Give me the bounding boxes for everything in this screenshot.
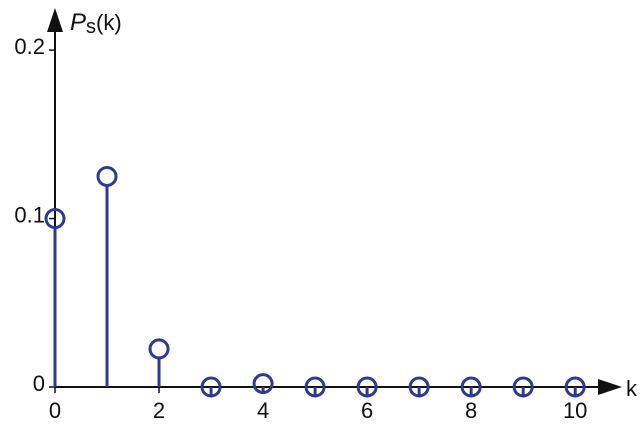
y-tick-label: 0: [33, 371, 45, 396]
y-axis-label: Ps(k): [70, 9, 122, 38]
stem-marker: [96, 165, 118, 187]
x-axis-label: k: [626, 376, 638, 401]
stem-marker: [304, 376, 326, 398]
x-tick-label: 8: [465, 398, 477, 423]
x-tick-label: 10: [563, 398, 587, 423]
stem-marker: [44, 208, 66, 230]
y-tick-label: 0.2: [14, 34, 45, 59]
stem-marker: [200, 376, 222, 398]
stem-marker: [252, 373, 274, 395]
stem-marker: [408, 376, 430, 398]
y-tick-label: 0.1: [14, 202, 45, 227]
stem-marker: [564, 376, 586, 398]
stem-marker: [512, 376, 534, 398]
y-label-rest: (k): [96, 10, 122, 35]
stem-marker: [148, 338, 170, 360]
stem-marker: [460, 376, 482, 398]
y-axis-arrow: [47, 8, 63, 32]
x-axis-arrow: [598, 379, 622, 395]
y-label-main: P: [70, 9, 86, 36]
x-tick-label: 0: [49, 398, 61, 423]
x-tick-label: 4: [257, 398, 269, 423]
stem-marker: [356, 376, 378, 398]
x-tick-label: 6: [361, 398, 373, 423]
y-label-sub: s: [86, 16, 96, 38]
x-tick-label: 2: [153, 398, 165, 423]
